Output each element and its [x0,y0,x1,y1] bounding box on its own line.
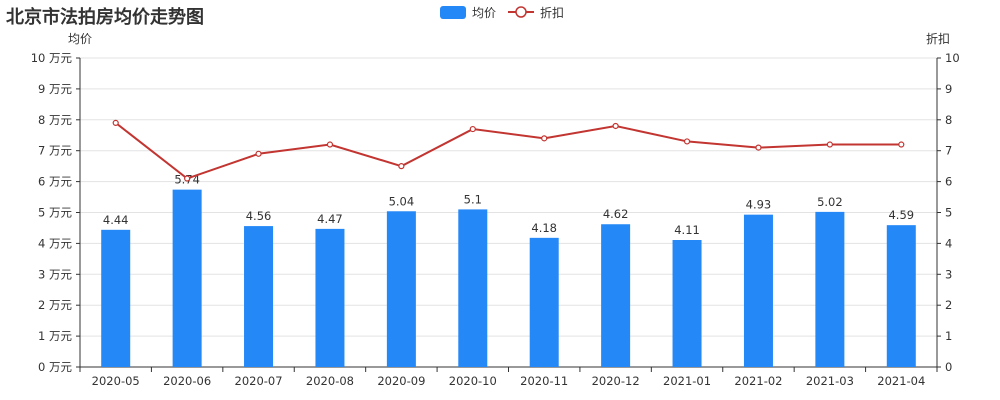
y-right-tick-label: 9 [945,82,952,96]
discount-point [255,150,262,157]
bar [601,224,631,367]
bar [672,240,702,367]
legend: 均价 折扣 [440,3,576,21]
y-right-tick-label: 10 [945,51,960,65]
bar-value-label: 4.62 [603,207,629,221]
x-tick-label: 2020-09 [377,374,425,388]
x-tick-label: 2021-03 [806,374,854,388]
legend-label-discount: 折扣 [540,5,565,20]
y-right-tick-label: 4 [945,236,952,250]
discount-point [112,119,119,126]
bar-value-label: 4.56 [246,209,272,223]
y-left-tick-label: 6 万元 [38,175,72,189]
discount-point [612,122,619,130]
bar-value-label: 4.11 [674,223,700,237]
discount-point [898,141,905,148]
discount-point [326,141,334,148]
x-tick-label: 2020-12 [592,374,640,388]
bar-value-label: 5.02 [817,195,843,209]
y-left-tick-label: 2 万元 [38,298,72,312]
y-right-tick-label: 6 [945,175,952,189]
x-tick-label: 2020-08 [306,374,354,388]
discount-point [826,141,833,148]
y-left-axis-name: 均价 [68,32,93,46]
y-left-tick-label: 1 万元 [38,329,72,343]
y-left-tick-label: 3 万元 [38,267,72,281]
x-tick-label: 2020-11 [520,374,568,388]
discount-point [541,135,548,142]
y-right-tick-label: 5 [945,206,952,220]
bar [101,229,131,367]
bar [743,214,773,367]
y-right-tick-label: 1 [945,329,952,343]
y-right-axis-name: 折扣 [926,32,951,46]
y-right-tick-label: 0 [945,360,952,374]
y-left-tick-label: 4 万元 [38,236,72,250]
bar-value-label: 4.59 [888,208,914,222]
y-left-tick-label: 8 万元 [38,113,72,127]
bar [458,209,488,367]
discount-point [755,144,762,151]
bar-value-label: 4.44 [103,213,129,227]
discount-line [115,122,902,180]
x-tick-label: 2021-04 [877,374,925,388]
y-left-tick-label: 7 万元 [38,144,72,158]
discount-point [184,175,191,182]
chart-title: 北京市法拍房均价走势图 [6,7,204,28]
y-right-tick-label: 2 [945,298,952,312]
legend-label-price: 均价 [472,5,497,20]
x-tick-label: 2020-07 [235,374,283,388]
bar-value-label: 5.1 [464,192,482,206]
y-left-tick-label: 0 万元 [38,360,72,374]
discount-point [683,138,691,145]
bar [529,237,559,367]
x-tick-label: 2021-02 [734,374,782,388]
bar [172,189,202,367]
y-left-tick-label: 10 万元 [31,51,73,65]
bar-value-label: 4.18 [531,221,557,235]
y-left-tick-label: 5 万元 [38,206,72,220]
x-tick-label: 2020-10 [449,374,497,388]
bar [815,211,845,367]
x-tick-label: 2020-06 [163,374,211,388]
y-right-tick-label: 3 [945,267,952,281]
bar [244,226,274,367]
y-right-tick-label: 7 [945,144,952,158]
bar [886,225,916,367]
discount-point [469,125,476,133]
legend-bar-swatch [440,5,466,19]
y-right-tick-label: 8 [945,113,952,127]
legend-item-price[interactable]: 均价 [440,4,496,21]
x-tick-label: 2021-01 [663,374,711,388]
bar [315,228,345,367]
legend-line-swatch [508,6,535,18]
x-tick-label: 2020-05 [92,374,140,388]
discount-point [398,163,405,170]
bar-value-label: 4.47 [317,212,343,226]
bar-value-label: 4.93 [746,198,772,212]
y-left-tick-label: 9 万元 [38,82,72,96]
legend-item-discount[interactable]: 折扣 [508,4,564,21]
bar [386,211,416,367]
bar-value-label: 5.04 [389,194,415,208]
